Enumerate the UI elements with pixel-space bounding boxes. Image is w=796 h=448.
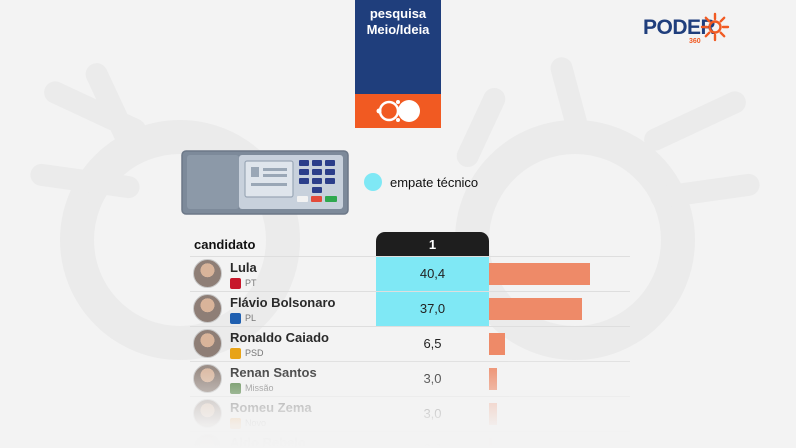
legend: empate técnico (364, 172, 478, 192)
percentage-bar (489, 368, 497, 390)
table-row: Romeu Zema Novo 3,0 (190, 396, 630, 431)
candidate-name: Aldo Rebelo (230, 435, 306, 448)
percentage-bar (489, 263, 590, 285)
candidate-name: Romeu Zema (230, 400, 312, 415)
percentage-value: 6,5 (423, 336, 442, 351)
table-row: Lula PT 40,4 (190, 256, 630, 291)
scenario-tab: 1 (376, 232, 489, 257)
candidate-name: Renan Santos (230, 365, 317, 380)
badge-institute: Meio/Ideia (366, 22, 430, 37)
party-label: Missão (245, 383, 274, 393)
voting-machine-icon (181, 150, 349, 215)
candidate-avatar (193, 294, 222, 323)
percentage-value: 40,4 (376, 257, 489, 291)
brand-sub: 360 (689, 38, 701, 45)
percentage-value: 37,0 (376, 292, 489, 326)
party-label: Novo (245, 418, 267, 428)
legend-label: empate técnico (390, 174, 479, 190)
party-info: PSD (230, 347, 264, 359)
sun-icon (700, 12, 730, 42)
percentage-value: 3,0 (423, 406, 442, 421)
table-row: Flávio Bolsonaro PL 37,0 (190, 291, 630, 326)
candidate-avatar (193, 434, 222, 448)
percentage-bar (489, 333, 505, 355)
party-label: PT (245, 278, 257, 288)
table-row: Renan Santos Missão 3,0 (190, 361, 630, 396)
table-row: Aldo Rebelo 0,6 (190, 431, 630, 448)
badge-title: pesquisa (369, 6, 427, 21)
institute-logo-icon (376, 100, 420, 122)
party-logo-icon (230, 277, 241, 289)
percentage-value: 3,0 (423, 371, 442, 386)
party-label: PL (245, 313, 257, 323)
candidate-name: Ronaldo Caiado (230, 330, 329, 345)
party-logo-icon (230, 382, 241, 394)
party-info: Novo (230, 417, 266, 429)
candidate-avatar (193, 399, 222, 428)
percentage-bar (489, 403, 497, 425)
candidate-name: Lula (230, 260, 257, 275)
percentage-value: 0,6 (376, 432, 489, 448)
party-label: PSD (245, 348, 264, 358)
table-row: Ronaldo Caiado PSD 6,5 (190, 326, 630, 361)
candidate-avatar (193, 329, 222, 358)
candidate-avatar (193, 259, 222, 288)
brand-name: PODER (643, 16, 716, 39)
party-logo-icon (230, 417, 241, 429)
party-logo-icon (230, 347, 241, 359)
legend-swatch (364, 173, 382, 191)
survey-badge: pesquisa Meio/Ideia (355, 0, 441, 128)
candidate-column-header: candidato (194, 237, 256, 252)
percentage-bar (489, 298, 582, 320)
percentage-bar (489, 438, 492, 448)
candidate-avatar (193, 364, 222, 393)
party-info: PT (230, 277, 257, 289)
party-info: Missão (230, 382, 274, 394)
party-logo-icon (230, 312, 241, 324)
institute-logo (355, 94, 441, 128)
party-info: PL (230, 312, 256, 324)
candidate-name: Flávio Bolsonaro (230, 295, 336, 310)
